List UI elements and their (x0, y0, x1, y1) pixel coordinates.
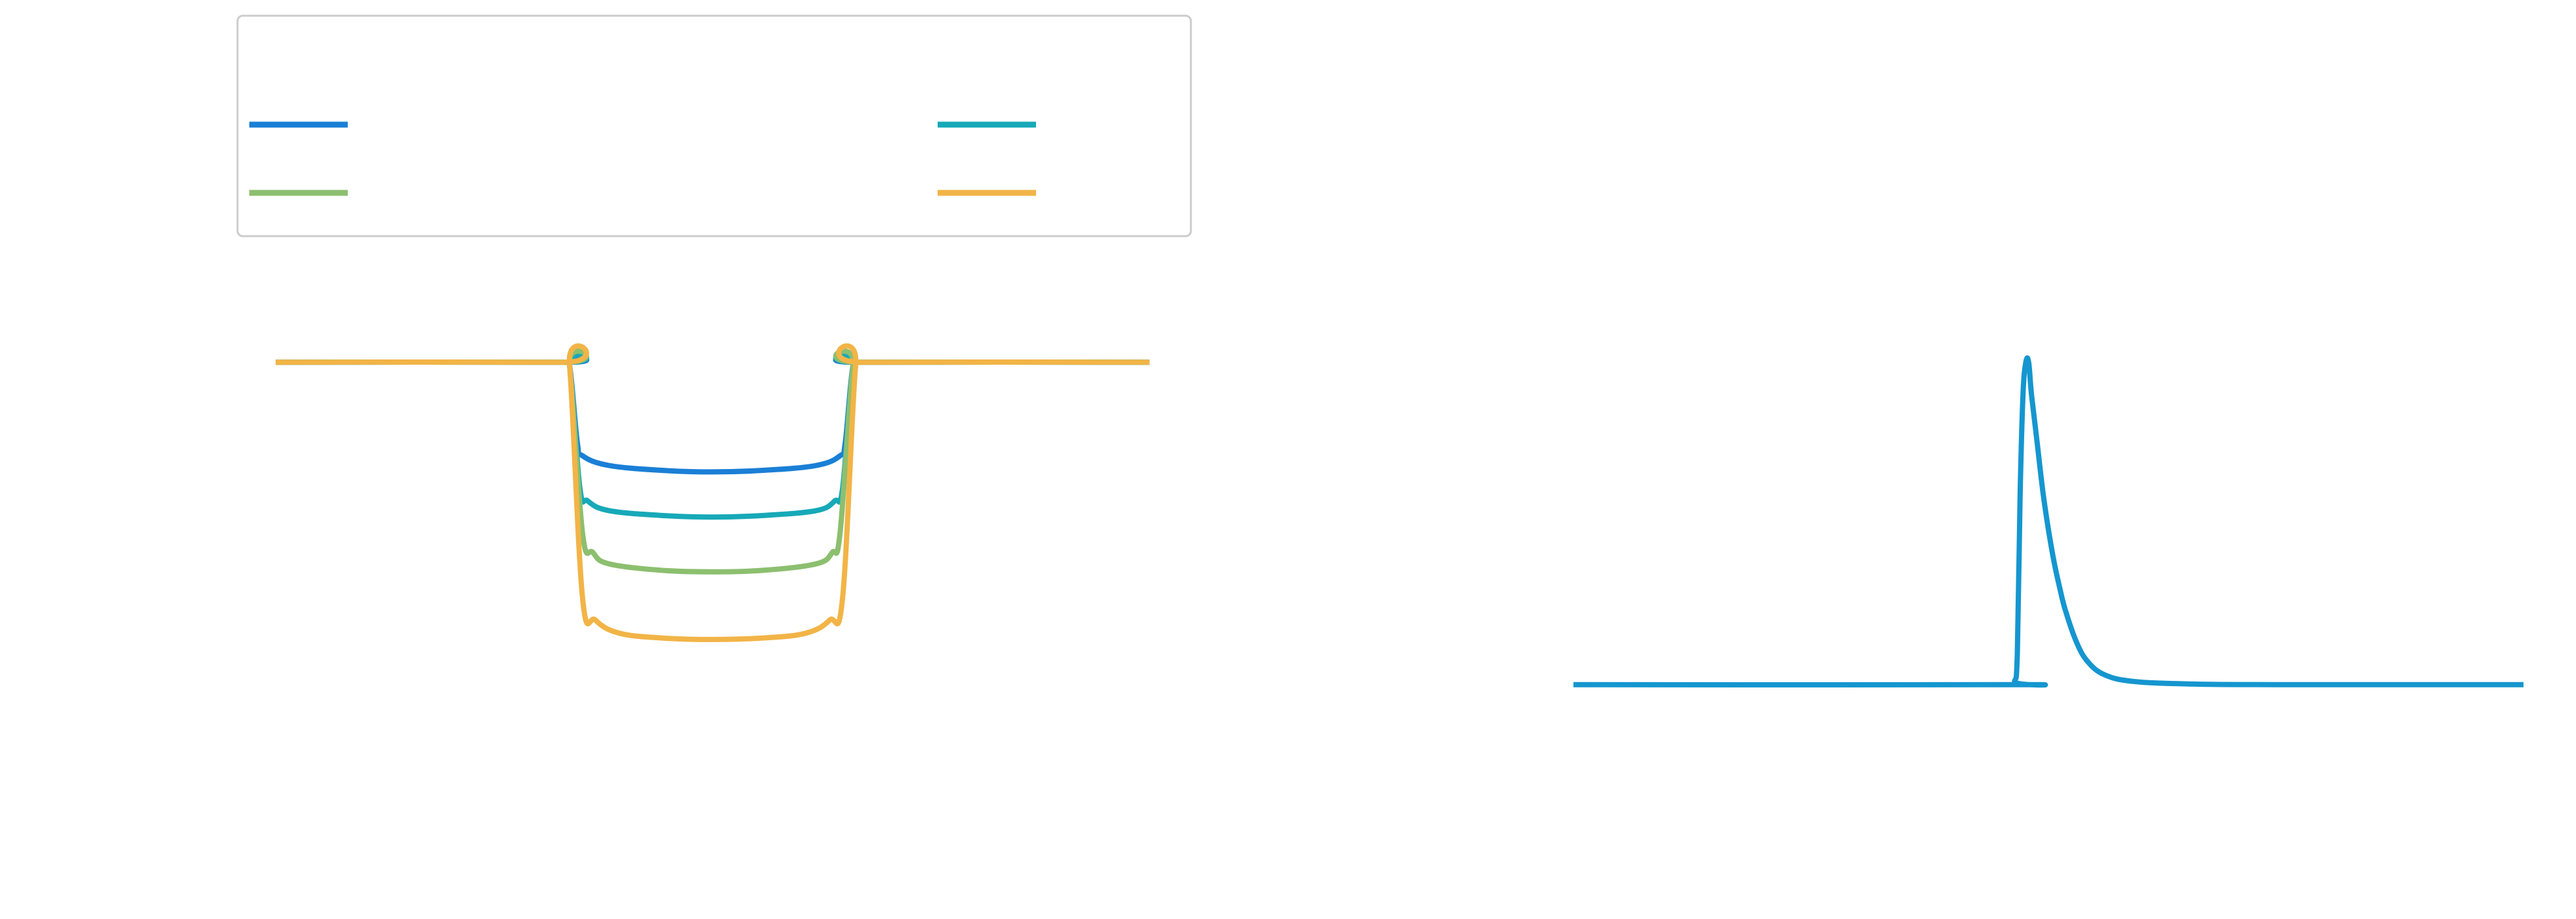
left-plot-area (275, 343, 1150, 642)
series-line-0-2 (275, 348, 1150, 575)
left-plot-legend (236, 14, 1192, 237)
legend-frame (236, 14, 1192, 237)
series-line-0-3 (275, 343, 1150, 642)
right-plot-area (1573, 355, 2524, 688)
series-line-1-0 (1573, 355, 2524, 688)
